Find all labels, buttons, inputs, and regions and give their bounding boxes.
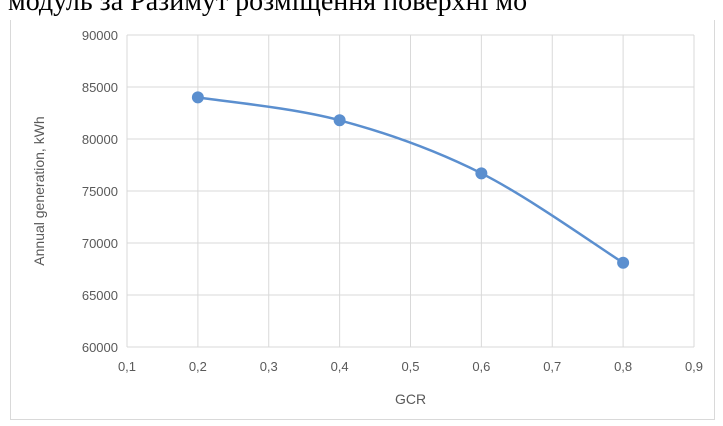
y-tick-label: 90000 — [82, 28, 118, 43]
x-tick-label: 0,7 — [543, 359, 561, 374]
y-tick-label: 60000 — [82, 340, 118, 355]
x-axis-tick-labels: 0,1 0,2 0,3 0,4 0,5 0,6 0,7 0,8 0,9 — [118, 359, 703, 374]
y-tick-label: 70000 — [82, 236, 118, 251]
y-tick-label: 85000 — [82, 80, 118, 95]
series-group — [191, 91, 630, 269]
x-axis-label: GCR — [395, 391, 426, 407]
data-point-marker — [333, 114, 346, 127]
data-point-marker — [191, 91, 204, 104]
x-tick-label: 0,8 — [614, 359, 632, 374]
chart-frame: 60000 65000 70000 75000 80000 85000 90000 0,1 0… — [10, 20, 715, 420]
x-tick-label: 0,4 — [331, 359, 349, 374]
data-point-marker — [617, 256, 630, 269]
y-tick-label: 80000 — [82, 132, 118, 147]
y-tick-label: 65000 — [82, 288, 118, 303]
x-tick-label: 0,6 — [472, 359, 490, 374]
x-tick-label: 0,2 — [189, 359, 207, 374]
y-axis-tick-labels: 60000 65000 70000 75000 80000 85000 90000 — [82, 28, 118, 355]
x-tick-label: 0,1 — [118, 359, 136, 374]
x-tick-label: 0,9 — [685, 359, 703, 374]
y-axis-label: Annual generation, kWh — [31, 116, 47, 265]
data-point-marker — [475, 167, 488, 180]
document-caption-text: модуль за Разимут розміщення поверхні мо — [8, 0, 528, 17]
series-line — [197, 96, 624, 264]
x-tick-label: 0,3 — [260, 359, 278, 374]
x-tick-label: 0,5 — [401, 359, 419, 374]
vertical-gridlines — [126, 35, 695, 347]
y-tick-label: 75000 — [82, 184, 118, 199]
